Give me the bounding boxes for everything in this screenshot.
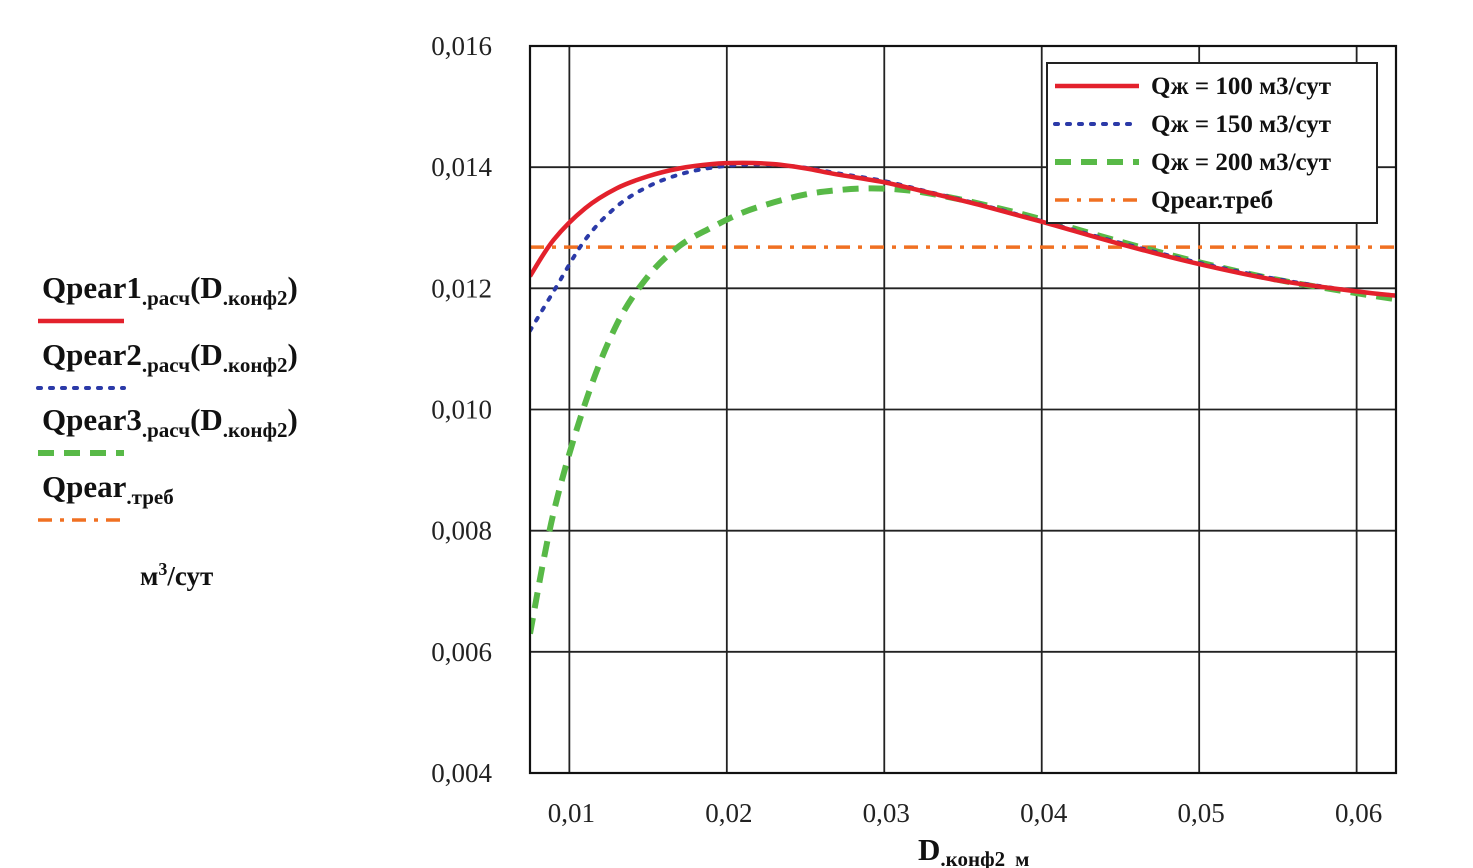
left-label-paren: (: [190, 270, 200, 305]
left-label-paren: (: [190, 402, 200, 437]
y-tick-label: 0,004: [431, 758, 492, 788]
left-label-main: Qpear: [42, 469, 127, 504]
left-series-label: Qpear1.расч(D.конф2): [42, 270, 298, 310]
left-label-arg-sub: .конф2: [223, 353, 288, 377]
left-label-arg-sub: .конф2: [223, 286, 288, 310]
series-line-3: [530, 185, 1396, 635]
legend-box: [1046, 62, 1378, 224]
y-tick-label: 0,006: [431, 637, 492, 667]
x-tick-label: 0,05: [1178, 798, 1225, 828]
x-tick-label: 0,01: [548, 798, 595, 828]
legend-label: Qж = 100 м3/сут: [1151, 73, 1331, 100]
x-tick-labels: 0,01 0,02 0,03 0,04 0,05 0,06: [548, 798, 1383, 828]
left-series-label: Qpear2.расч(D.конф2): [42, 337, 298, 377]
left-label-sub: .расч: [142, 418, 190, 442]
left-label-main: Qpear2: [42, 337, 142, 372]
y-tick-label: 0,014: [431, 152, 492, 182]
x-label-sub: .конф2: [940, 847, 1005, 868]
left-label-paren: ): [287, 402, 297, 437]
left-label-main: Qpear3: [42, 402, 142, 437]
y-tick-label: 0,010: [431, 395, 492, 425]
y-tick-label: 0,016: [431, 31, 492, 61]
x-label-unit: м: [1015, 847, 1029, 868]
left-label-paren: (: [190, 337, 200, 372]
legend: Qж = 100 м3/сут Qж = 150 м3/сут Qж = 200 м…: [1046, 62, 1378, 224]
x-tick-label: 0,06: [1335, 798, 1382, 828]
left-label-paren: ): [287, 337, 297, 372]
left-label-sub: .расч: [142, 286, 190, 310]
left-label-main: Qpear1: [42, 270, 142, 305]
x-axis-label: D.конф2 м: [918, 832, 1029, 868]
x-label-main: D: [918, 832, 940, 867]
plot-frame: [528, 44, 1398, 775]
left-label-arg-sub: .конф2: [223, 418, 288, 442]
left-series-label: Qpear3.расч(D.конф2): [42, 402, 298, 442]
y-tick-labels: 0,004 0,006 0,008 0,010 0,012 0,014 0,016: [431, 31, 492, 788]
legend-label: Qpear.треб: [1151, 187, 1273, 214]
left-series-label: Qpear.треб: [42, 469, 174, 509]
left-label-paren: ): [287, 270, 297, 305]
left-axis-labels: Qpear1.расч(D.конф2)Qpear2.расч(D.конф2)…: [36, 270, 298, 522]
left-label-arg: D: [200, 270, 222, 305]
series-layer: [530, 160, 1396, 635]
left-label-arg: D: [200, 402, 222, 437]
y-unit-base: м: [140, 561, 158, 591]
series-line-1: [530, 160, 1396, 298]
x-tick-label: 0,03: [863, 798, 910, 828]
legend-label: Qж = 200 м3/сут: [1151, 149, 1331, 176]
y-tick-label: 0,012: [431, 273, 492, 303]
y-unit-sup: 3: [158, 559, 167, 579]
left-label-arg: D: [200, 337, 222, 372]
x-tick-label: 0,04: [1020, 798, 1068, 828]
y-tick-label: 0,008: [431, 516, 492, 546]
x-tick-label: 0,02: [705, 798, 752, 828]
legend-label: Qж = 150 м3/сут: [1151, 111, 1331, 138]
y-unit-label: м3/сут: [140, 559, 213, 591]
left-label-sub: .расч: [142, 353, 190, 377]
y-unit-rest: /сут: [166, 561, 213, 591]
left-label-sub: .треб: [126, 485, 173, 509]
